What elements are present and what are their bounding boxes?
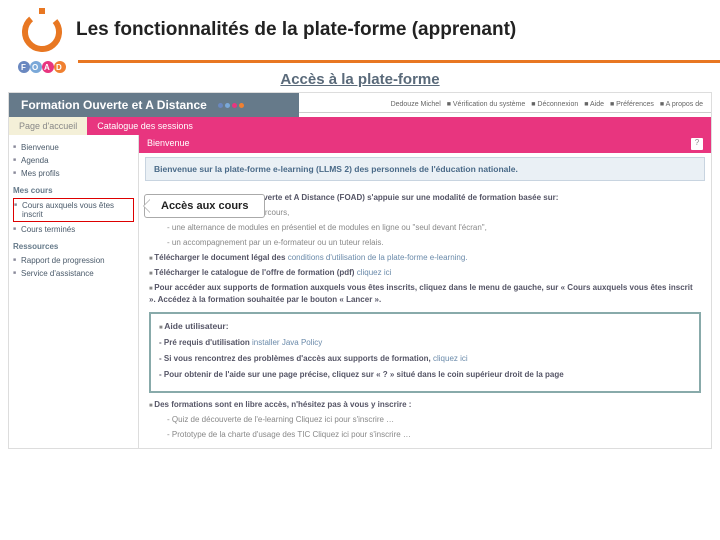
sidebar-item-cours-inscrit[interactable]: Cours auxquels vous êtes inscrit [13,198,134,222]
topbar-right: Dedouze Michel ■ Vérification du système… [299,97,711,113]
topbar-brand: Formation Ouverte et A Distance [9,93,299,117]
sidebar-item-cours-termines[interactable]: Cours terminés [13,223,134,236]
help-line-3: - Pour obtenir de l'aide sur une page pr… [159,369,691,381]
bienvenue-label: Bienvenue [147,138,190,150]
help-box: Aide utilisateur: - Pré requis d'utilisa… [149,312,701,393]
link-problems[interactable]: cliquez ici [433,354,468,363]
svg-text:D: D [56,63,62,72]
slide-header: Les fonctionnalités de la plate-forme (a… [0,0,720,60]
callout-acces-cours: Accès aux cours [144,194,265,218]
bullet-3: Pour accéder aux supports de formation a… [149,282,701,306]
svg-text:A: A [44,63,50,72]
link-about[interactable]: ■ A propos de [660,101,703,108]
platform-screenshot: Formation Ouverte et A Distance Dedouze … [8,92,712,449]
tab-home[interactable]: Page d'accueil [9,117,87,135]
sidebar-item-profils[interactable]: Mes profils [13,167,134,180]
intro-3: - un accompagnement par un e-formateur o… [167,237,701,249]
footer-1[interactable]: - Quiz de découverte de l'e-learning Cli… [167,414,701,426]
brand-dots-icon [218,103,244,108]
slide-title: Les fonctionnalités de la plate-forme (a… [76,19,516,41]
link-logout[interactable]: ■ Déconnexion [531,101,578,108]
bullet-2: Télécharger le catalogue de l'offre de f… [149,267,701,279]
welcome-box: Bienvenue sur la plate-forme e-learning … [145,157,705,181]
bienvenue-bar: Bienvenue ? [139,135,711,153]
link-catalogue[interactable]: cliquez ici [357,268,392,277]
link-conditions[interactable]: conditions d'utilisation de la plate-for… [288,253,468,262]
content: Ce dispositif de Formation Ouverte et A … [139,185,711,448]
welcome-text: Bienvenue sur la plate-forme e-learning … [154,164,696,174]
sidebar-heading-cours: Mes cours [13,186,134,195]
tabbar: Page d'accueil Catalogue des sessions [9,117,711,135]
sidebar-item-rapport[interactable]: Rapport de progression [13,254,134,267]
footer-title: Des formations sont en libre accès, n'hé… [149,399,701,411]
foad-logo-icon: FOAD [18,58,70,76]
brand-text: Formation Ouverte et A Distance [21,98,207,112]
intro-2: - une alternance de modules en présentie… [167,222,701,234]
bullet-1: Télécharger le document légal des condit… [149,252,701,264]
help-line-2: - Si vous rencontrez des problèmes d'acc… [159,353,691,365]
sidebar: Bienvenue Agenda Mes profils Mes cours C… [9,135,139,448]
help-title: Aide utilisateur: [159,320,691,333]
svg-text:O: O [32,63,38,72]
link-java[interactable]: installer Java Policy [252,338,322,347]
link-syscheck[interactable]: ■ Vérification du système [447,101,526,108]
tab-catalogue[interactable]: Catalogue des sessions [87,117,203,135]
help-icon[interactable]: ? [691,138,703,150]
footer-2[interactable]: - Prototype de la charte d'usage des TIC… [167,429,701,441]
sidebar-heading-ressources: Ressources [13,242,134,251]
sidebar-item-agenda[interactable]: Agenda [13,154,134,167]
user-name: Dedouze Michel [391,101,441,108]
main-column: Bienvenue ? Bienvenue sur la plate-forme… [139,135,711,448]
link-prefs[interactable]: ■ Préférences [610,101,654,108]
logo-e-icon [20,8,64,52]
help-line-1: - Pré requis d'utilisation installer Jav… [159,337,691,349]
sidebar-item-assistance[interactable]: Service d'assistance [13,267,134,280]
link-help[interactable]: ■ Aide [584,101,604,108]
svg-text:F: F [21,63,26,72]
subtitle: Accès à la plate-forme [0,71,720,88]
sidebar-item-bienvenue[interactable]: Bienvenue [13,141,134,154]
topbar: Formation Ouverte et A Distance Dedouze … [9,93,711,117]
orange-bar [78,60,720,63]
